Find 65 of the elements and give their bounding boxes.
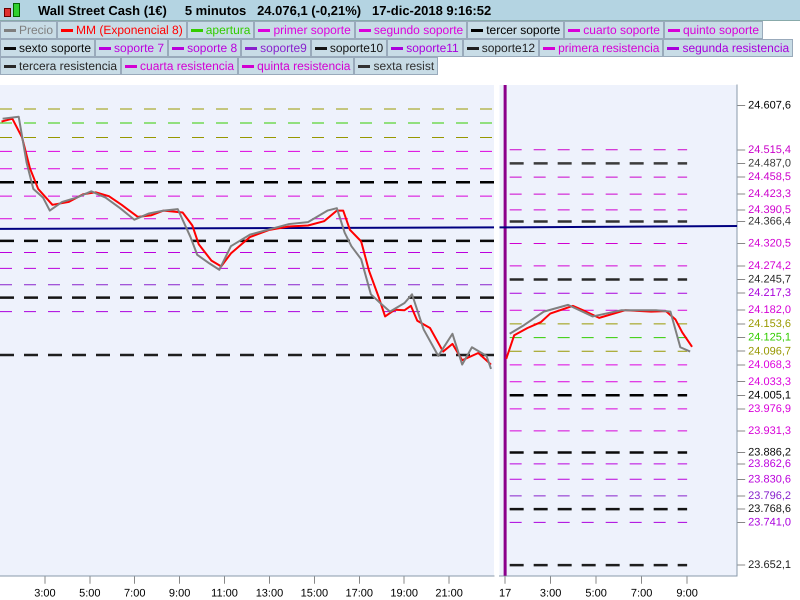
legend-label: soporte12 xyxy=(482,41,536,55)
y-tick-label: 24.320,5 xyxy=(748,238,792,250)
y-tick-label: 24.366,4 xyxy=(748,215,792,228)
legend-label: cuarto soporte xyxy=(583,23,660,37)
y-tick-label: 23.741,0 xyxy=(748,516,792,528)
y-tick-label: 24.033,3 xyxy=(748,376,792,388)
x-tick-label: 5:00 xyxy=(585,587,607,600)
x-tick-label: 3:00 xyxy=(34,587,56,600)
y-tick-label: 24.245,7 xyxy=(748,274,792,286)
x-tick-label: 5:00 xyxy=(79,587,101,600)
legend-label: cuarta resistencia xyxy=(140,59,234,73)
legend-label: MM (Exponencial 8) xyxy=(76,23,183,37)
legend-label: primera resistencia xyxy=(558,41,660,55)
x-tick-label: 17:00 xyxy=(346,587,374,600)
y-tick-label: 24.423,3 xyxy=(748,188,792,200)
y-tick-label: 24.153,6 xyxy=(748,318,792,330)
legend-label: tercera resistencia xyxy=(19,59,118,73)
y-tick-label: 23.768,6 xyxy=(748,503,792,516)
y-tick-label: 24.217,3 xyxy=(748,287,792,300)
legend-label: tercer soporte xyxy=(486,23,560,37)
y-tick-label: 23.830,6 xyxy=(748,473,792,486)
legend-label: segunda resistencia xyxy=(682,41,790,55)
y-tick-label: 24.005,1 xyxy=(748,389,792,402)
y-tick-label: 24.096,7 xyxy=(748,345,792,358)
y-tick-label: 24.515,4 xyxy=(748,144,792,156)
x-tick-label: 7:00 xyxy=(124,587,146,600)
x-tick-label: 3:00 xyxy=(540,587,562,600)
legend-label: Precio xyxy=(19,23,54,37)
y-tick-label: 24.125,1 xyxy=(748,332,792,344)
y-tick-label: 23.796,2 xyxy=(748,490,792,502)
y-tick-label: 23.931,3 xyxy=(748,424,792,437)
legend-label: quinto soporte xyxy=(682,23,760,37)
y-tick-label: 23.976,9 xyxy=(748,402,792,415)
y-tick-label: 24.274,2 xyxy=(748,260,792,272)
chart-subtitle: 5 minutos 24.076,1 (-0,21%) 17-dic-2018 9:16:52 xyxy=(184,2,492,18)
x-tick-label: 17 xyxy=(498,587,512,600)
x-tick-label: 7:00 xyxy=(630,587,652,600)
x-tick-label: 11:00 xyxy=(211,587,238,600)
x-tick-label: 15:00 xyxy=(300,587,328,600)
legend-label: soporte11 xyxy=(406,41,459,55)
y-tick-label: 24.390,5 xyxy=(748,204,792,216)
y-tick-label: 23.862,6 xyxy=(748,458,792,470)
y-tick-label: 23.886,2 xyxy=(748,446,792,459)
legend-label: sexto soporte xyxy=(19,41,92,55)
legend-label: soporte10 xyxy=(330,41,384,55)
x-tick-label: 9:00 xyxy=(168,587,190,600)
legend-label: sexta resist xyxy=(373,59,434,73)
y-tick-label: 23.652,1 xyxy=(748,559,792,572)
legend-label: apertura xyxy=(206,23,250,37)
x-tick-label: 21:00 xyxy=(435,587,463,600)
legend-label: primer soporte xyxy=(273,23,351,37)
legend-label: soporte 8 xyxy=(187,41,238,55)
legend-label: soporte9 xyxy=(260,41,307,55)
legend-label: soporte 7 xyxy=(114,41,164,55)
y-tick-label: 24.458,5 xyxy=(748,171,792,184)
legend-label: quinta resistencia xyxy=(257,59,350,73)
y-tick-label: 24.068,3 xyxy=(748,358,792,371)
x-tick-label: 13:00 xyxy=(256,587,284,600)
chart-title: Wall Street Cash (1€) xyxy=(38,2,167,18)
y-tick-label: 24.607,6 xyxy=(748,99,792,112)
x-tick-label: 19:00 xyxy=(390,587,418,600)
legend-label: segundo soporte xyxy=(374,23,464,37)
y-tick-label: 24.487,0 xyxy=(748,157,792,170)
x-tick-label: 9:00 xyxy=(676,587,698,600)
y-tick-label: 24.182,0 xyxy=(748,304,792,316)
